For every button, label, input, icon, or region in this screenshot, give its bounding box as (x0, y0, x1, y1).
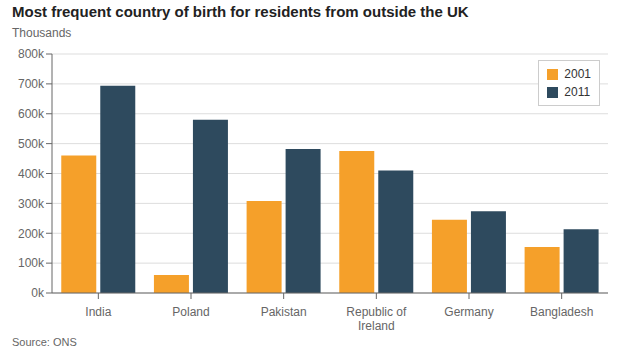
svg-text:Poland: Poland (172, 305, 209, 319)
html-text:2001: 2001 (564, 67, 591, 81)
svg-text:200k: 200k (18, 227, 45, 241)
html-text:Most frequent country of birth: Most frequent country of birth for resid… (12, 3, 469, 20)
html-text:2011: 2011 (564, 85, 591, 99)
svg-text:100k: 100k (18, 256, 45, 270)
svg-text:Bangladesh: Bangladesh (530, 305, 593, 319)
svg-text:India: India (85, 305, 111, 319)
svg-text:300k: 300k (18, 197, 45, 211)
svg-text:Germany: Germany (444, 305, 493, 319)
html-text:Source: ONS: Source: ONS (12, 336, 77, 348)
svg-text:800k: 800k (18, 47, 45, 61)
svg-text:600k: 600k (18, 107, 45, 121)
svg-text:0k: 0k (31, 286, 45, 300)
svg-text:700k: 700k (18, 77, 45, 91)
svg-text:Pakistan: Pakistan (261, 305, 307, 319)
svg-text:Republic ofIreland: Republic ofIreland (346, 305, 407, 333)
html-text:Thousands: Thousands (12, 26, 72, 40)
svg-text:500k: 500k (18, 137, 45, 151)
svg-text:400k: 400k (18, 167, 45, 181)
